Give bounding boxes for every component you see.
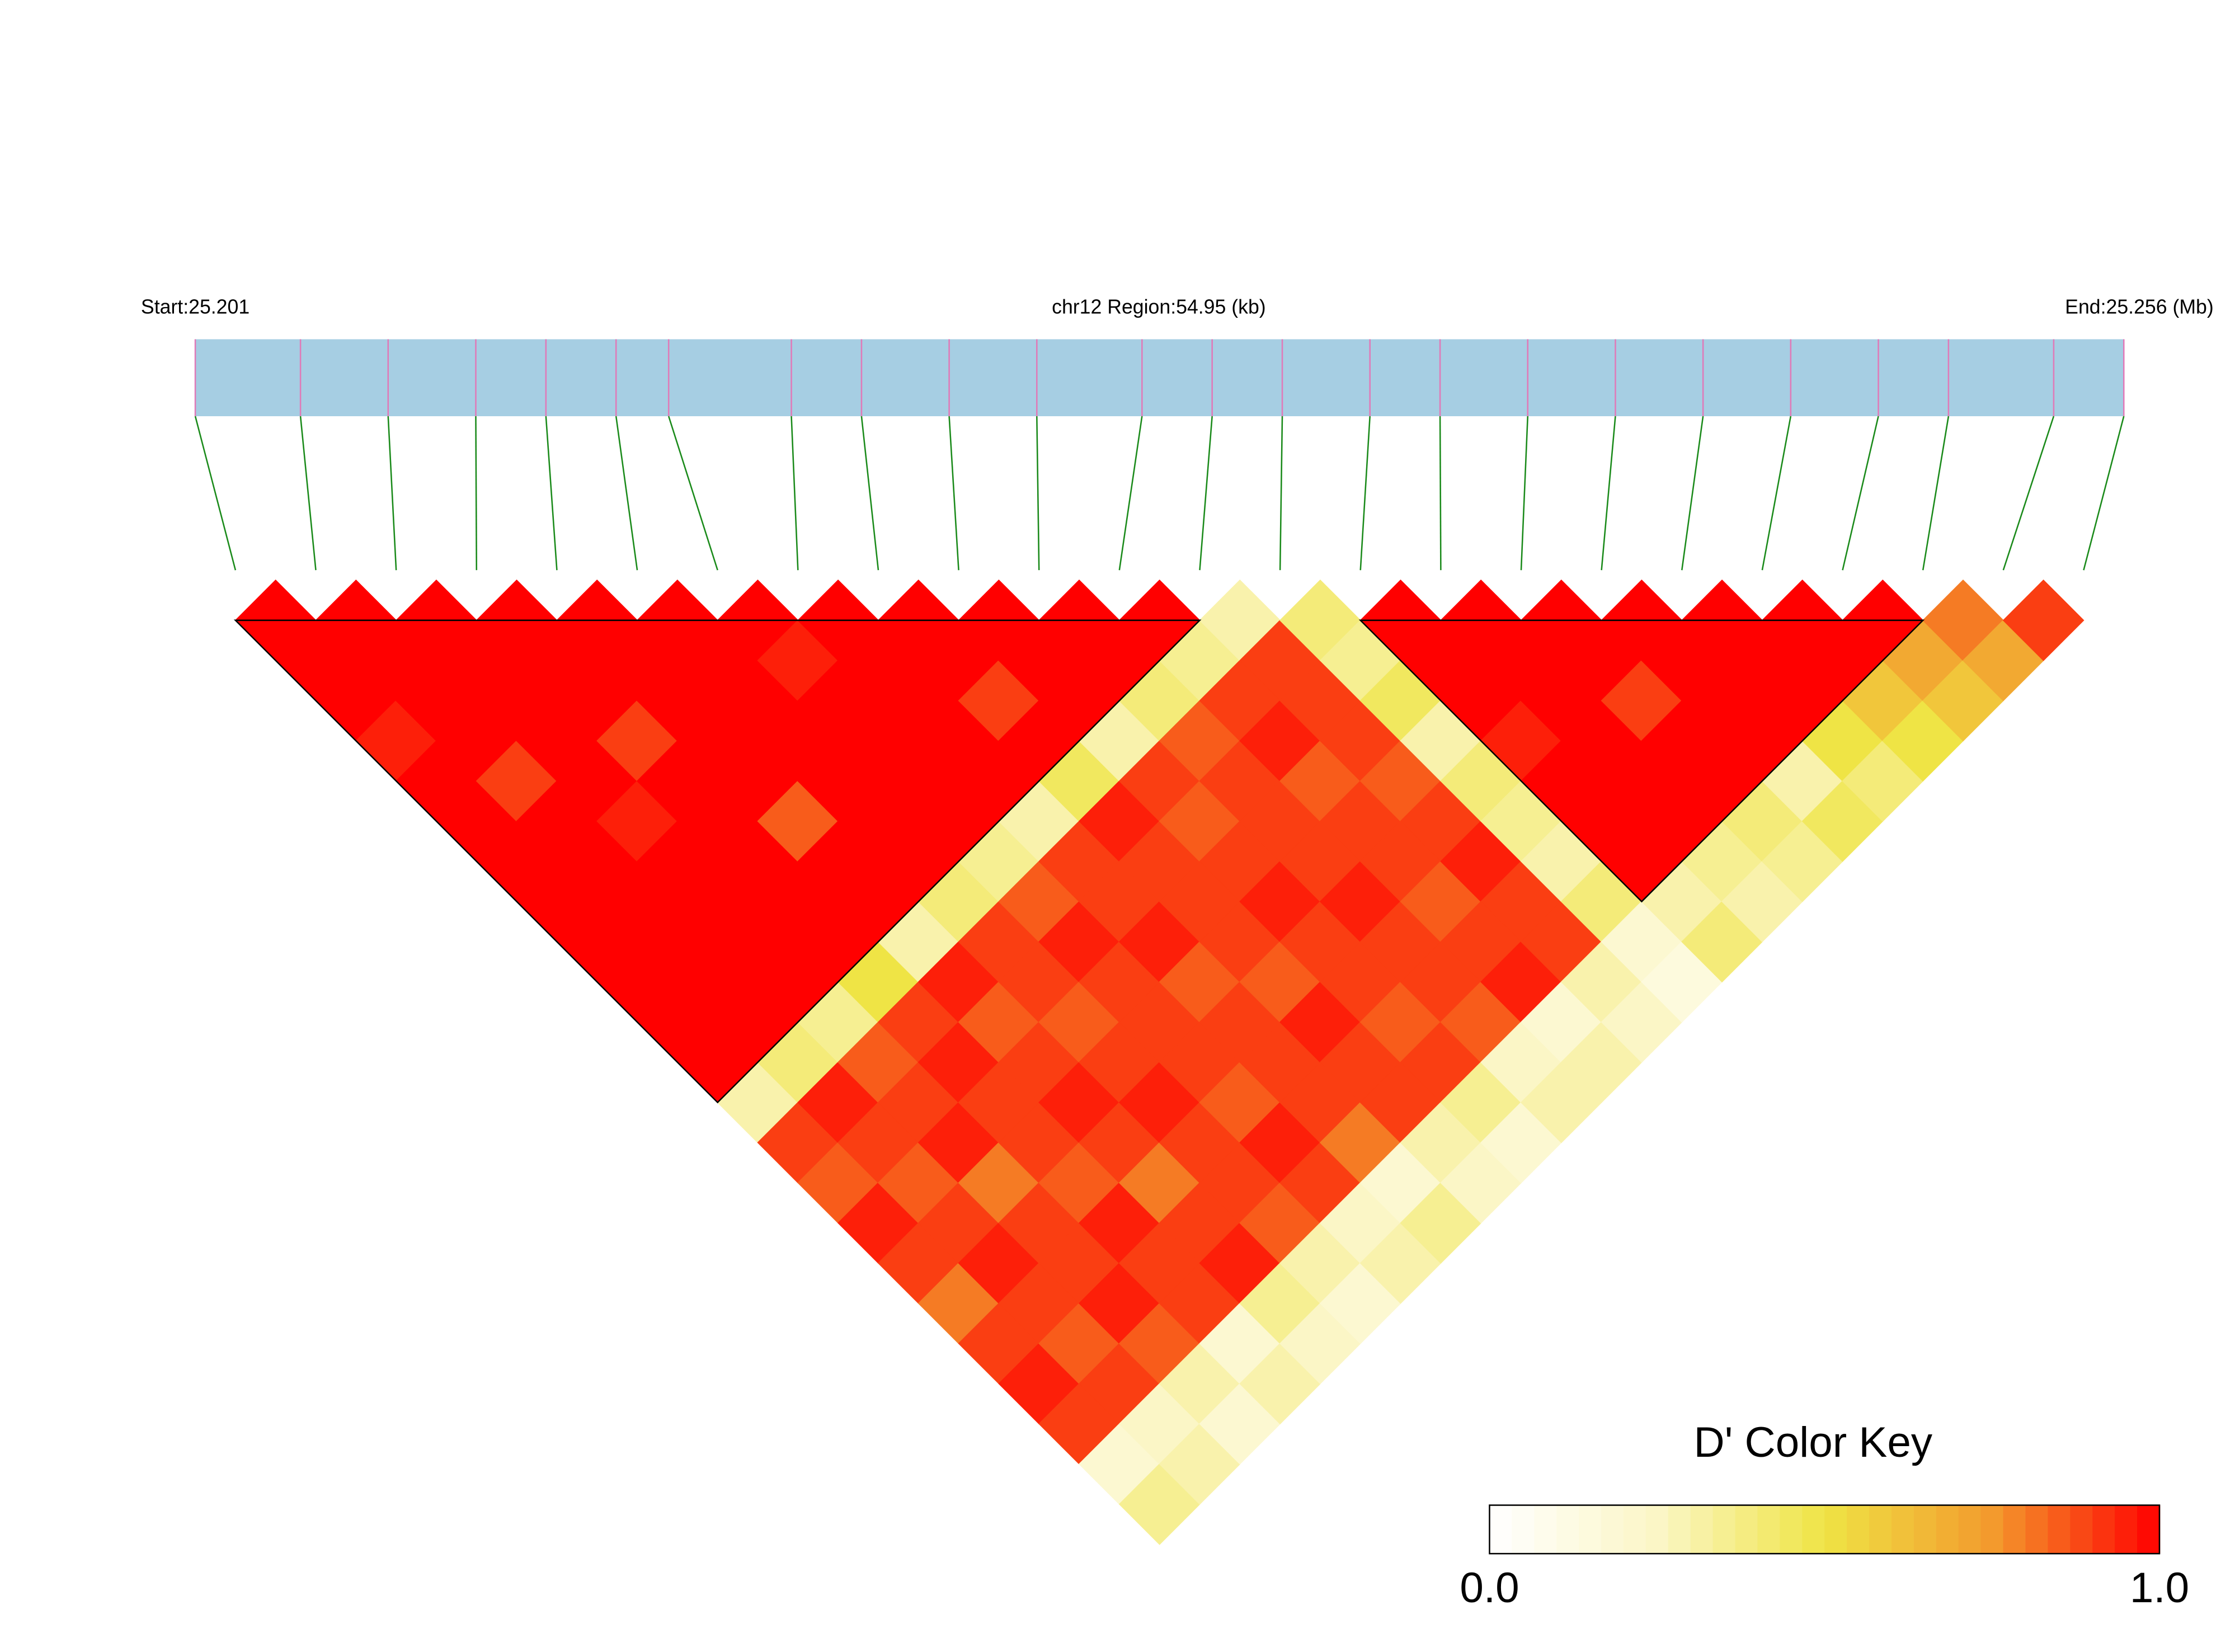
key-tick-label: 1.0 — [2130, 1564, 2189, 1612]
key-swatch — [1623, 1505, 1647, 1554]
ld-cell — [2002, 579, 2085, 661]
snp-connector — [791, 416, 799, 571]
key-swatch — [1668, 1505, 1692, 1554]
snp-connector — [1118, 416, 1143, 571]
snp-connector — [2002, 416, 2055, 571]
snp-connector — [1601, 416, 1616, 571]
key-swatch — [2115, 1505, 2138, 1554]
key-swatch — [1913, 1505, 1937, 1554]
snp-connector — [387, 416, 397, 571]
snp-connector — [1036, 416, 1040, 571]
key-swatch — [1489, 1505, 1513, 1554]
key-swatch — [2070, 1505, 2093, 1554]
key-swatch — [1690, 1505, 1714, 1554]
key-swatch — [1712, 1505, 1736, 1554]
snp-connector — [1681, 416, 1704, 571]
key-swatch — [1980, 1505, 2004, 1554]
key-swatch — [2092, 1505, 2116, 1554]
snp-connector — [615, 416, 638, 571]
key-swatch — [2048, 1505, 2071, 1554]
key-swatch — [1958, 1505, 1982, 1554]
region-label: chr12 Region:54.95 (kb) — [1052, 296, 1266, 318]
start-label: Start:25.201 — [141, 296, 250, 318]
snp-connector — [2083, 416, 2125, 571]
key-swatch — [1601, 1505, 1625, 1554]
snp-connector — [194, 416, 237, 571]
snp-connector — [299, 416, 317, 571]
key-swatch — [1579, 1505, 1602, 1554]
snp-connector — [1439, 416, 1442, 571]
key-swatch — [1645, 1505, 1669, 1554]
snp-connector — [1279, 416, 1283, 571]
snp-connector — [1922, 416, 1950, 571]
block-outline — [1358, 619, 1925, 903]
snp-connector — [667, 416, 718, 571]
snp-connector — [1520, 416, 1529, 571]
key-swatch — [2137, 1505, 2161, 1554]
key-swatch — [1936, 1505, 1959, 1554]
key-swatch — [1757, 1505, 1781, 1554]
key-swatch — [1802, 1505, 1825, 1554]
key-swatch — [1534, 1505, 1558, 1554]
snp-connector — [545, 416, 558, 571]
snp-connector — [1842, 416, 1879, 571]
key-swatch — [2025, 1505, 2049, 1554]
key-tick-label: 0.0 — [1460, 1564, 1519, 1612]
snp-connector — [860, 416, 879, 571]
key-swatch — [1512, 1505, 1535, 1554]
snp-connector — [1199, 416, 1213, 571]
key-swatch — [2003, 1505, 2026, 1554]
snp-connector — [948, 416, 959, 571]
block-outline — [233, 619, 1202, 1104]
key-swatch — [1869, 1505, 1893, 1554]
key-swatch — [1847, 1505, 1870, 1554]
snp-connector — [1761, 416, 1792, 571]
key-swatch — [1735, 1505, 1758, 1554]
key-swatch — [1891, 1505, 1915, 1554]
region-bar — [195, 339, 2124, 416]
snp-connector — [1359, 416, 1371, 571]
key-swatch — [1556, 1505, 1580, 1554]
end-label: End:25.256 (Mb) — [2065, 296, 2214, 318]
key-swatch — [1780, 1505, 1803, 1554]
key-border — [1489, 1504, 2161, 1555]
key-swatch — [1824, 1505, 1848, 1554]
key-title: D' Color Key — [1694, 1419, 1933, 1466]
